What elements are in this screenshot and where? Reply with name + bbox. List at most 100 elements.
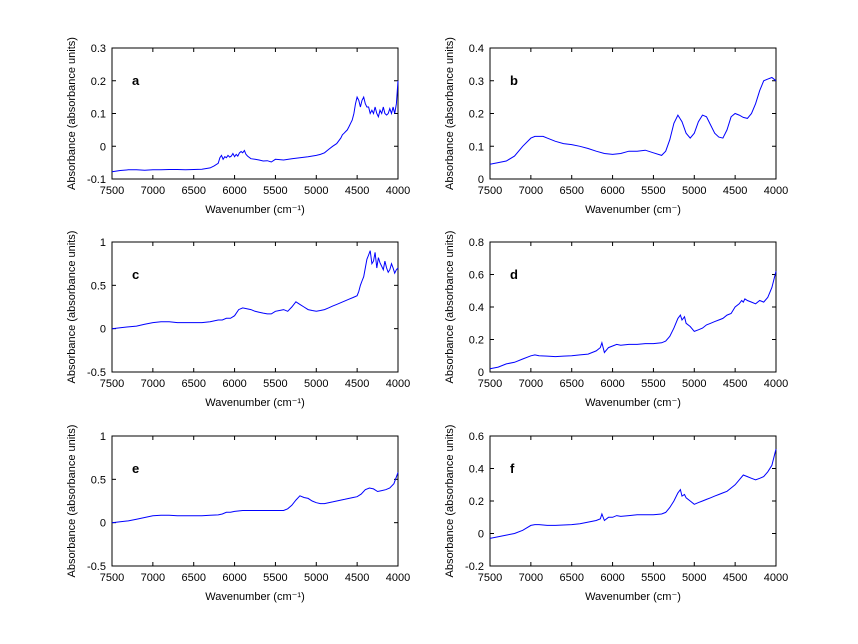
y-tick-label: 0.2 [469, 496, 484, 508]
panel-label: b [510, 73, 518, 88]
y-tick-label: 0 [100, 324, 106, 336]
panel-d: 7500 7000 6500 6000 5500 5000 4500 4000 0 0.2 0.4 0… [444, 231, 788, 409]
x-tick-label: 6000 [222, 185, 246, 197]
x-tick-label: 6500 [181, 378, 205, 390]
y-tick-label: 0 [478, 174, 484, 186]
y-axis-label: Absorbance (absorbance units) [444, 37, 456, 190]
panel-label: d [510, 267, 518, 282]
y-tick-label: 0.4 [469, 464, 484, 476]
x-tick-label: 5500 [263, 378, 287, 390]
y-tick-label: -0.5 [87, 367, 106, 379]
x-axis-label: Wavenumber (cm⁻) [585, 204, 681, 216]
x-tick-label: 4500 [723, 185, 747, 197]
y-tick-label: 0.6 [469, 431, 484, 443]
x-tick-label: 4000 [386, 185, 410, 197]
x-tick-label: 6000 [222, 378, 246, 390]
x-tick-label: 5000 [682, 185, 706, 197]
panel-f: 7500 7000 6500 6000 5500 5000 4500 4000 -0.2 0 0.2… [444, 425, 788, 603]
spectrum-line-e [111, 472, 399, 524]
spectrum-line-b [489, 76, 777, 165]
y-tick-label: 0.2 [91, 76, 106, 88]
x-tick-label: 5500 [641, 378, 665, 390]
plot-frame [111, 241, 399, 373]
x-tick-label: 4500 [345, 185, 369, 197]
y-tick-label: 0.4 [469, 43, 484, 55]
y-tick-label: 0.6 [469, 270, 484, 282]
x-axis-label: Wavenumber (cm⁻) [585, 591, 681, 603]
y-tick-label: 0 [478, 529, 484, 541]
spectrum-line-a [111, 80, 399, 173]
y-tick-label: 0 [100, 141, 106, 153]
panel-label: a [132, 73, 140, 88]
x-tick-label: 4500 [723, 572, 747, 584]
y-tick-label: 0 [100, 518, 106, 530]
y-axis-label: Absorbance (absorbance units) [66, 425, 78, 578]
x-tick-label: 7000 [141, 572, 165, 584]
panel-e: 7500 7000 6500 6000 5500 5000 4500 4000 -0.5 0 0.5… [66, 425, 410, 603]
y-axis-label: Absorbance (absorbance units) [66, 231, 78, 384]
x-tick-label: 4000 [386, 572, 410, 584]
y-tick-label: 0 [478, 367, 484, 379]
y-tick-label: -0.2 [465, 561, 484, 573]
y-axis-label: Absorbance (absorbance units) [444, 231, 456, 384]
x-axis-label: Wavenumber (cm⁻¹) [205, 591, 305, 603]
x-tick-label: 6500 [181, 572, 205, 584]
x-tick-label: 4000 [764, 185, 788, 197]
plot-frame [489, 435, 777, 567]
y-tick-label: -0.1 [87, 174, 106, 186]
x-tick-label: 7000 [141, 378, 165, 390]
panel-a: 7500 7000 6500 6000 5500 5000 4500 4000 -0.1 0 0.1… [66, 37, 410, 216]
spectrum-line-c [111, 250, 399, 330]
x-tick-label: 6000 [222, 572, 246, 584]
y-tick-label: 1 [100, 237, 106, 249]
x-tick-label: 5500 [263, 572, 287, 584]
y-tick-label: 0.3 [469, 76, 484, 88]
x-tick-label: 7500 [100, 185, 124, 197]
x-tick-label: 7500 [478, 185, 502, 197]
panel-label: f [510, 461, 515, 476]
plot-frame [489, 47, 777, 180]
x-axis-label: Wavenumber (cm⁻¹) [205, 397, 305, 409]
y-tick-label: 0.5 [91, 280, 106, 292]
y-tick-label: -0.5 [87, 561, 106, 573]
y-tick-label: 0.4 [469, 302, 484, 314]
x-tick-label: 4500 [345, 572, 369, 584]
x-tick-label: 5000 [304, 378, 328, 390]
y-axis-label: Absorbance (absorbance units) [66, 37, 78, 190]
x-tick-label: 7000 [519, 378, 543, 390]
x-tick-label: 5000 [682, 378, 706, 390]
x-tick-label: 6000 [600, 185, 624, 197]
x-tick-label: 5000 [682, 572, 706, 584]
x-tick-label: 5500 [263, 185, 287, 197]
plot-frame [111, 47, 399, 180]
panel-b: 7500 7000 6500 6000 5500 5000 4500 4000 0 0.1 0.2 0… [444, 37, 788, 216]
x-axis-label: Wavenumber (cm⁻) [585, 397, 681, 409]
plot-frame [111, 435, 399, 567]
y-tick-label: 0.1 [91, 109, 106, 121]
x-tick-label: 7000 [519, 185, 543, 197]
x-tick-label: 7500 [478, 378, 502, 390]
x-tick-label: 5000 [304, 185, 328, 197]
panel-label: c [132, 267, 139, 282]
x-tick-label: 4000 [764, 378, 788, 390]
y-tick-label: 0.8 [469, 237, 484, 249]
y-axis-label: Absorbance (absorbance units) [444, 425, 456, 578]
x-tick-label: 7500 [100, 572, 124, 584]
panel-label: e [132, 461, 139, 476]
x-tick-label: 6500 [559, 378, 583, 390]
x-tick-label: 7000 [519, 572, 543, 584]
x-tick-label: 6500 [559, 185, 583, 197]
y-tick-label: 1 [100, 431, 106, 443]
x-axis-label: Wavenumber (cm⁻¹) [205, 204, 305, 216]
x-tick-label: 4500 [345, 378, 369, 390]
y-tick-label: 0.2 [469, 109, 484, 121]
x-tick-label: 5500 [641, 572, 665, 584]
spectrum-line-f [489, 448, 777, 539]
y-tick-label: 0.1 [469, 141, 484, 153]
spectrum-line-d [489, 271, 777, 370]
x-tick-label: 7500 [100, 378, 124, 390]
x-tick-label: 5500 [641, 185, 665, 197]
y-tick-label: 0.2 [469, 335, 484, 347]
x-tick-label: 4000 [386, 378, 410, 390]
x-tick-label: 7500 [478, 572, 502, 584]
